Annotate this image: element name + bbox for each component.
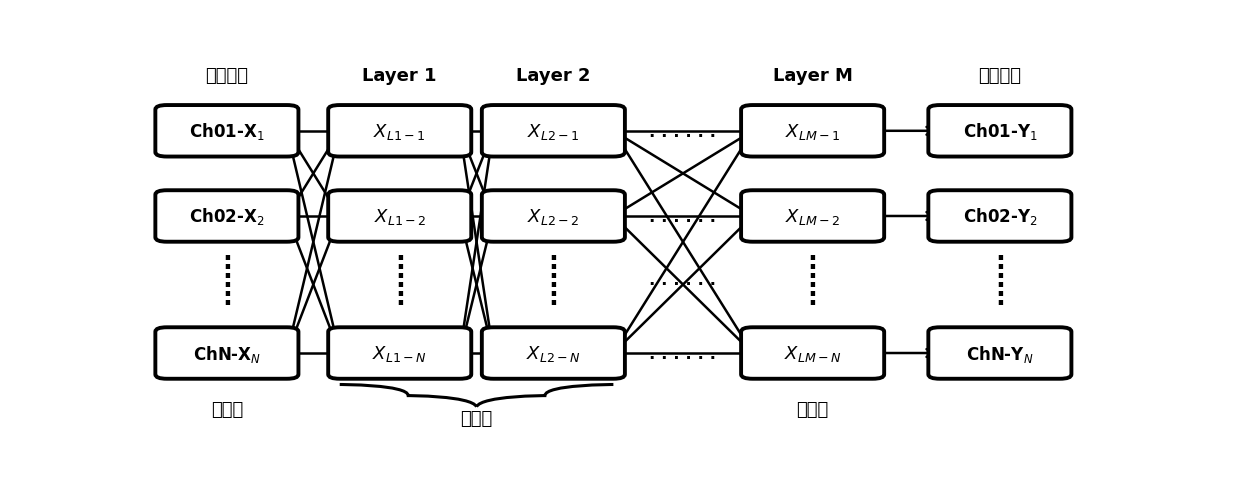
FancyBboxPatch shape [928,191,1072,242]
Text: $X_{L1-2}$: $X_{L1-2}$ [373,206,426,227]
Text: $X_{L2-1}$: $X_{L2-1}$ [527,121,580,142]
FancyBboxPatch shape [328,327,471,379]
Text: . . . . . .: . . . . . . [649,344,716,362]
Text: $X_{LM-N}$: $X_{LM-N}$ [784,343,841,363]
FancyBboxPatch shape [328,191,471,242]
FancyBboxPatch shape [155,327,299,379]
Text: :
:
:: : : : [549,249,559,310]
Text: . . . . . .: . . . . . . [649,122,716,141]
Text: 输出数据: 输出数据 [979,67,1021,85]
FancyBboxPatch shape [928,106,1072,157]
Text: Ch02-X$_2$: Ch02-X$_2$ [190,206,265,227]
Text: ChN-Y$_N$: ChN-Y$_N$ [966,343,1033,364]
Text: $X_{L2-2}$: $X_{L2-2}$ [527,206,580,227]
FancyBboxPatch shape [155,191,299,242]
Text: :
:
:: : : : [222,249,232,310]
Text: 输入数据: 输入数据 [206,67,248,85]
FancyBboxPatch shape [328,106,471,157]
Text: :
:
:: : : : [395,249,405,310]
Text: 隐含层: 隐含层 [461,409,493,427]
Text: Layer M: Layer M [773,67,852,85]
FancyBboxPatch shape [928,327,1072,379]
Text: :
:
:: : : : [995,249,1005,310]
Text: Ch02-Y$_2$: Ch02-Y$_2$ [963,206,1037,227]
Text: ChN-X$_N$: ChN-X$_N$ [193,343,261,364]
Text: Ch01-X$_1$: Ch01-X$_1$ [190,121,265,142]
FancyBboxPatch shape [482,191,624,242]
Text: . . . . . .: . . . . . . [649,270,716,288]
Text: $X_{L1-N}$: $X_{L1-N}$ [373,343,427,363]
Text: $X_{LM-1}$: $X_{LM-1}$ [786,121,840,142]
FancyBboxPatch shape [741,191,885,242]
Text: 输出层: 输出层 [797,400,829,418]
Text: Layer 2: Layer 2 [517,67,591,85]
Text: $X_{L1-1}$: $X_{L1-1}$ [373,121,426,142]
FancyBboxPatch shape [741,106,885,157]
FancyBboxPatch shape [741,327,885,379]
FancyBboxPatch shape [155,106,299,157]
FancyBboxPatch shape [482,106,624,157]
Text: :
:
:: : : : [808,249,818,310]
Text: $X_{LM-2}$: $X_{LM-2}$ [786,206,840,227]
FancyBboxPatch shape [482,327,624,379]
Text: Ch01-Y$_1$: Ch01-Y$_1$ [963,121,1037,142]
Text: 输入层: 输入层 [211,400,243,418]
Text: Layer 1: Layer 1 [363,67,437,85]
Text: $X_{L2-N}$: $X_{L2-N}$ [527,343,581,363]
Text: . . . . . .: . . . . . . [649,207,716,226]
